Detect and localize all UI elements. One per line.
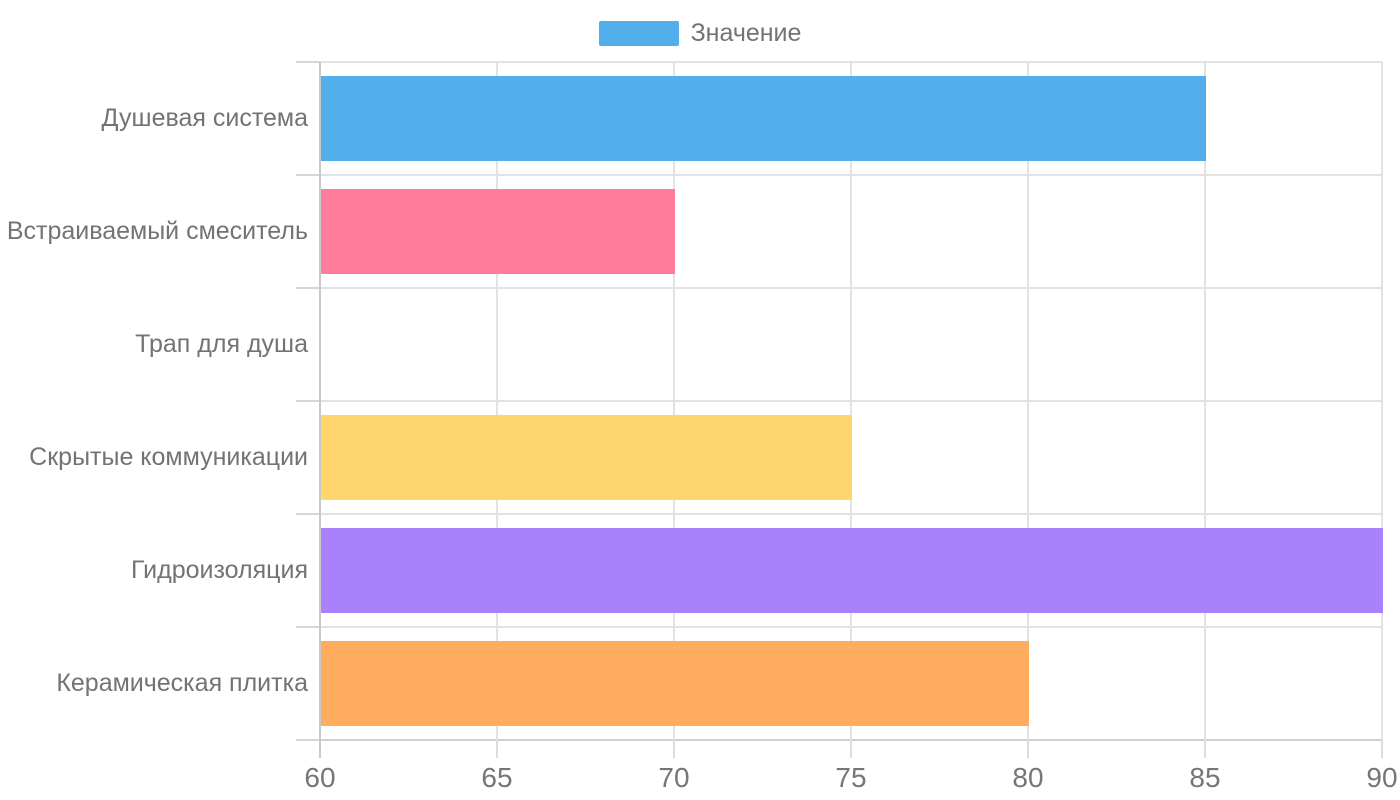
- grid-line-vertical: [850, 62, 852, 740]
- chart-bar[interactable]: [321, 528, 1383, 613]
- grid-line-vertical: [496, 62, 498, 740]
- y-axis-tick: [296, 739, 320, 741]
- y-axis-line: [319, 62, 321, 758]
- x-axis-tick: [1381, 740, 1383, 758]
- x-axis-tick: [673, 740, 675, 758]
- x-axis-tick: [496, 740, 498, 758]
- x-tick-label: 90: [1366, 762, 1398, 793]
- category-label: Встраиваемый смеситель: [6, 217, 308, 245]
- y-axis-tick: [296, 174, 320, 176]
- x-tick-label: 60: [304, 762, 336, 793]
- y-axis-tick: [296, 400, 320, 402]
- x-tick-label: 70: [658, 762, 690, 793]
- x-tick-label: 75: [835, 762, 867, 793]
- y-axis-tick: [296, 61, 320, 63]
- category-label: Керамическая плитка: [56, 669, 308, 697]
- category-label: Скрытые коммуникации: [29, 443, 308, 471]
- x-axis-tick: [1027, 740, 1029, 758]
- grid-line-vertical: [673, 62, 675, 740]
- grid-line-vertical: [1027, 62, 1029, 740]
- y-axis-tick: [296, 513, 320, 515]
- category-label: Душевая система: [101, 104, 308, 132]
- chart-bar[interactable]: [321, 189, 675, 274]
- x-tick-label: 85: [1189, 762, 1221, 793]
- chart-bar[interactable]: [321, 415, 852, 500]
- legend-swatch: [598, 20, 679, 46]
- grid-line-vertical: [1204, 62, 1206, 740]
- x-tick-label: 65: [481, 762, 513, 793]
- x-tick-label: 80: [1012, 762, 1044, 793]
- y-axis-tick: [296, 626, 320, 628]
- category-label: Трап для душа: [135, 330, 308, 358]
- x-axis-tick: [850, 740, 852, 758]
- legend-label: Значение: [690, 19, 802, 47]
- x-axis-tick: [1204, 740, 1206, 758]
- y-axis-tick: [296, 287, 320, 289]
- chart-bar[interactable]: [321, 76, 1206, 161]
- category-label: Гидроизоляция: [131, 556, 308, 584]
- grid-line-vertical: [1381, 62, 1383, 740]
- legend-item-znachenie[interactable]: Значение: [0, 18, 1400, 48]
- chart-bar[interactable]: [321, 641, 1029, 726]
